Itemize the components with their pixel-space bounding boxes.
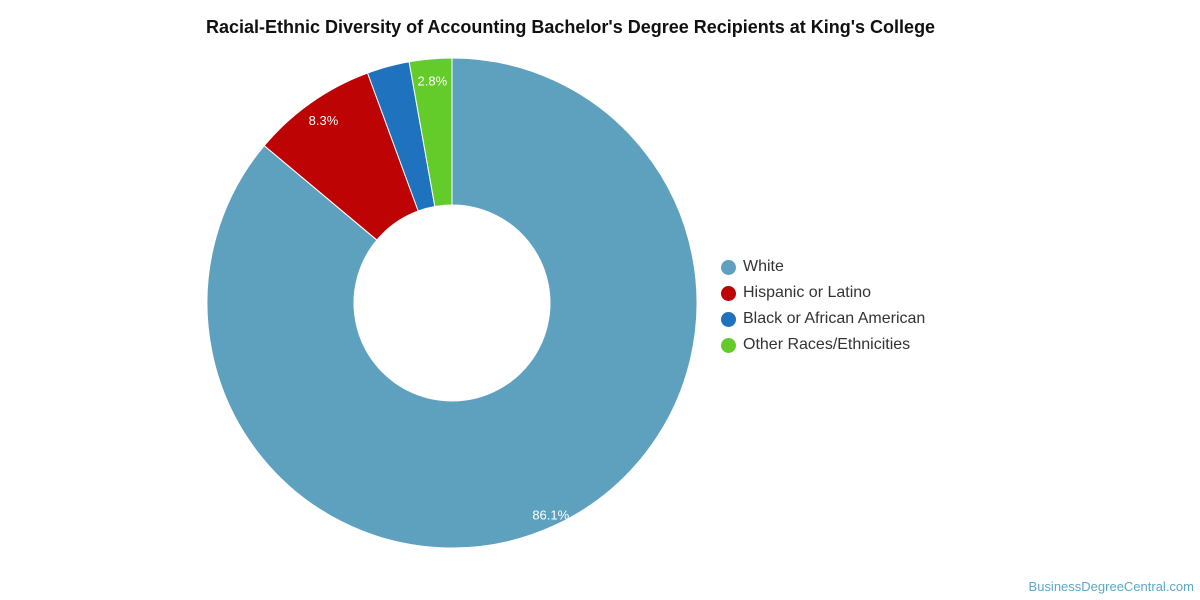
site-credit[interactable]: BusinessDegreeCentral.com bbox=[1028, 579, 1194, 594]
pie-slice-white[interactable] bbox=[206, 57, 698, 549]
slice-data-label: 2.8% bbox=[418, 73, 448, 88]
legend-swatch bbox=[721, 259, 736, 275]
legend-item[interactable]: Black or African American bbox=[721, 306, 925, 332]
legend-label: Black or African American bbox=[743, 310, 926, 327]
slice-data-label: 86.1% bbox=[532, 508, 569, 523]
legend-swatch bbox=[721, 337, 736, 353]
slice-data-label: 8.3% bbox=[309, 113, 339, 128]
pie-slice-other-races-ethnicities[interactable] bbox=[408, 57, 453, 208]
legend-swatch bbox=[721, 311, 736, 327]
legend-item[interactable]: White bbox=[721, 254, 925, 280]
legend-item[interactable]: Other Races/Ethnicities bbox=[721, 332, 925, 358]
legend-swatch bbox=[721, 285, 736, 301]
legend-label: Other Races/Ethnicities bbox=[743, 336, 911, 353]
legend-item[interactable]: Hispanic or Latino bbox=[721, 280, 925, 306]
legend-label: White bbox=[743, 258, 784, 275]
chart-title: Racial-Ethnic Diversity of Accounting Ba… bbox=[206, 17, 936, 37]
chart-legend: White Hispanic or Latino Black or African … bbox=[721, 254, 925, 358]
legend-label: Hispanic or Latino bbox=[743, 284, 872, 301]
